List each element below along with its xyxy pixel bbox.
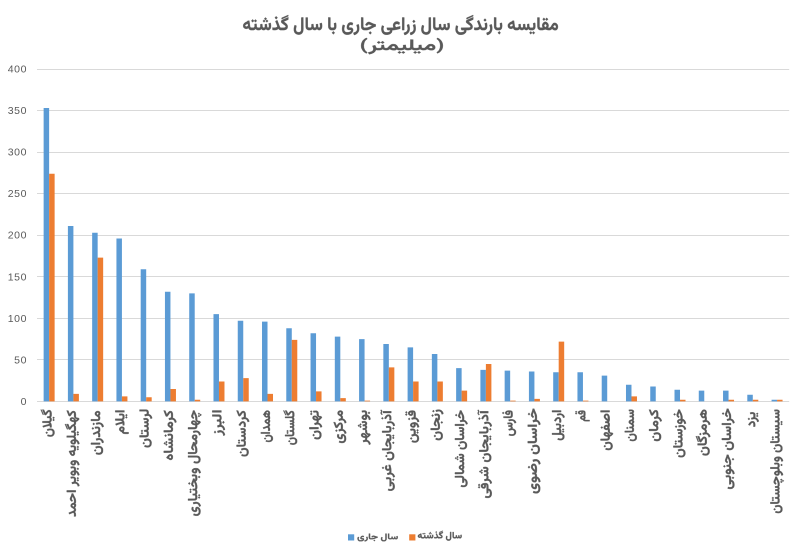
svg-text:50: 50 [14,354,27,366]
svg-text:350: 350 [8,105,27,117]
svg-text:300: 300 [8,147,27,159]
svg-text:0: 0 [21,396,28,408]
svg-text:200: 200 [8,230,27,242]
svg-text:100: 100 [8,313,27,325]
svg-text:250: 250 [8,188,27,200]
svg-text:150: 150 [8,271,27,283]
svg-text:400: 400 [8,64,27,76]
